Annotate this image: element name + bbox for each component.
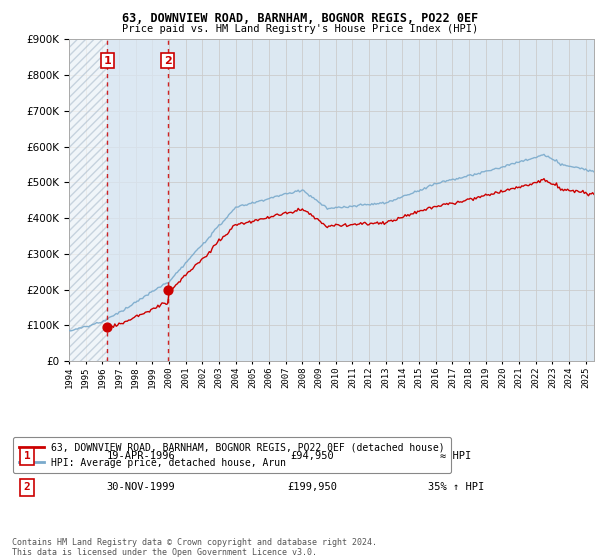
- Text: 35% ↑ HPI: 35% ↑ HPI: [428, 482, 484, 492]
- Text: Contains HM Land Registry data © Crown copyright and database right 2024.
This d: Contains HM Land Registry data © Crown c…: [12, 538, 377, 557]
- Bar: [69, 39, 107, 361]
- Legend: 63, DOWNVIEW ROAD, BARNHAM, BOGNOR REGIS, PO22 0EF (detached house), HPI: Averag: 63, DOWNVIEW ROAD, BARNHAM, BOGNOR REGIS…: [13, 437, 451, 473]
- Text: 1: 1: [103, 55, 111, 66]
- Text: 1: 1: [23, 451, 31, 461]
- Text: 2: 2: [164, 55, 172, 66]
- Bar: [107, 39, 167, 361]
- Text: ≈ HPI: ≈ HPI: [440, 451, 472, 461]
- Text: £94,950: £94,950: [290, 451, 334, 461]
- Text: 2: 2: [23, 482, 31, 492]
- Text: 30-NOV-1999: 30-NOV-1999: [107, 482, 175, 492]
- Point: [103, 323, 112, 332]
- Text: Price paid vs. HM Land Registry's House Price Index (HPI): Price paid vs. HM Land Registry's House …: [122, 24, 478, 34]
- Text: 63, DOWNVIEW ROAD, BARNHAM, BOGNOR REGIS, PO22 0EF: 63, DOWNVIEW ROAD, BARNHAM, BOGNOR REGIS…: [122, 12, 478, 25]
- Text: £199,950: £199,950: [287, 482, 337, 492]
- Point: [163, 285, 172, 294]
- Text: 19-APR-1996: 19-APR-1996: [107, 451, 175, 461]
